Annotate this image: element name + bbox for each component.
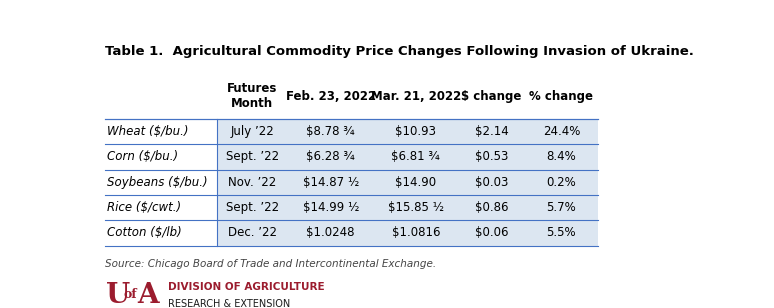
Text: $14.87 ½: $14.87 ½ (303, 176, 359, 189)
Text: % change: % change (529, 90, 594, 103)
Text: Rice ($/cwt.): Rice ($/cwt.) (107, 201, 181, 214)
Bar (104, 119, 217, 144)
Text: $1.0816: $1.0816 (392, 226, 440, 240)
Text: $8.78 ¾: $8.78 ¾ (307, 125, 355, 138)
Bar (217, 169, 598, 195)
Text: 5.5%: 5.5% (546, 226, 576, 240)
Bar (217, 220, 598, 246)
Bar (217, 144, 598, 169)
Bar (217, 119, 598, 144)
Text: Source: Chicago Board of Trade and Intercontinental Exchange.: Source: Chicago Board of Trade and Inter… (104, 259, 436, 269)
Text: Feb. 23, 2022: Feb. 23, 2022 (286, 90, 375, 103)
Text: $14.90: $14.90 (396, 176, 437, 189)
Text: July ’22: July ’22 (230, 125, 274, 138)
Text: 24.4%: 24.4% (543, 125, 580, 138)
Text: $14.99 ½: $14.99 ½ (303, 201, 359, 214)
Text: Table 1.  Agricultural Commodity Price Changes Following Invasion of Ukraine.: Table 1. Agricultural Commodity Price Ch… (104, 45, 694, 58)
Text: Sept. ’22: Sept. ’22 (225, 150, 279, 163)
Text: $0.03: $0.03 (474, 176, 509, 189)
Bar (104, 169, 217, 195)
Bar (217, 195, 598, 220)
Bar (104, 220, 217, 246)
Text: 8.4%: 8.4% (546, 150, 576, 163)
Text: Cotton ($/lb): Cotton ($/lb) (107, 226, 182, 240)
Text: $ change: $ change (461, 90, 522, 103)
Text: Wheat ($/bu.): Wheat ($/bu.) (107, 125, 188, 138)
Text: $0.06: $0.06 (474, 226, 509, 240)
Text: $1.0248: $1.0248 (307, 226, 355, 240)
Text: RESEARCH & EXTENSION: RESEARCH & EXTENSION (167, 299, 289, 308)
Text: Sept. ’22: Sept. ’22 (225, 201, 279, 214)
Text: Mar. 21, 2022: Mar. 21, 2022 (371, 90, 461, 103)
Bar (104, 195, 217, 220)
Text: Soybeans ($/bu.): Soybeans ($/bu.) (107, 176, 207, 189)
Text: Corn ($/bu.): Corn ($/bu.) (107, 150, 178, 163)
Text: U: U (106, 282, 130, 308)
Text: $6.28 ¾: $6.28 ¾ (307, 150, 355, 163)
Text: A: A (137, 282, 159, 308)
Text: Dec. ’22: Dec. ’22 (228, 226, 276, 240)
Text: $10.93: $10.93 (396, 125, 437, 138)
Text: Futures
Month: Futures Month (227, 82, 277, 110)
Text: of: of (123, 288, 137, 301)
Text: $0.53: $0.53 (474, 150, 509, 163)
Text: Nov. ’22: Nov. ’22 (228, 176, 276, 189)
Text: 0.2%: 0.2% (546, 176, 576, 189)
Text: $15.85 ½: $15.85 ½ (388, 201, 444, 214)
Text: $2.14: $2.14 (474, 125, 509, 138)
Text: 5.7%: 5.7% (546, 201, 576, 214)
Bar (104, 144, 217, 169)
Text: $0.86: $0.86 (474, 201, 509, 214)
Text: $6.81 ¾: $6.81 ¾ (392, 150, 440, 163)
Text: DIVISION OF AGRICULTURE: DIVISION OF AGRICULTURE (167, 282, 324, 292)
